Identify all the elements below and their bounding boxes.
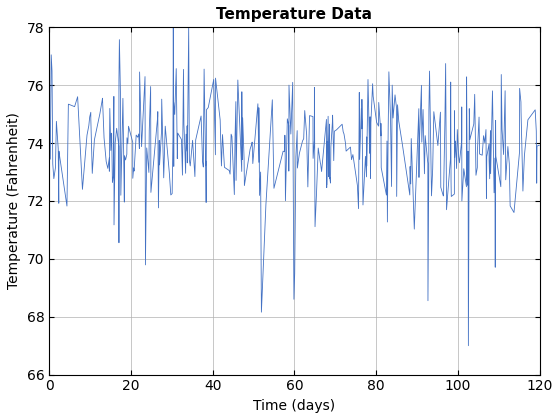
Title: Temperature Data: Temperature Data [217,7,372,22]
X-axis label: Time (days): Time (days) [254,399,335,413]
Y-axis label: Temperature (Fahrenheit): Temperature (Fahrenheit) [7,113,21,289]
